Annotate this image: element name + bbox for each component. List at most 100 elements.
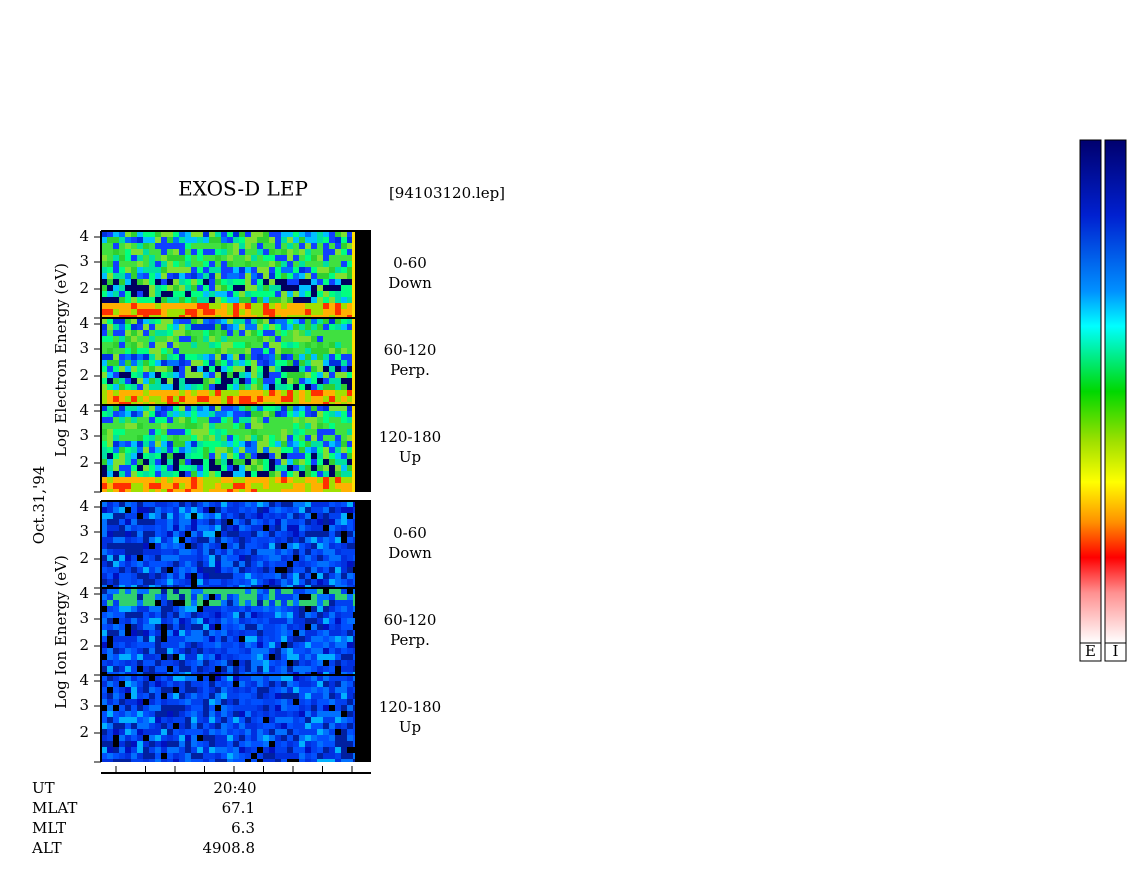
spectrogram-cell — [341, 717, 347, 723]
spectrogram-cell — [101, 453, 107, 459]
spectrogram-cell — [215, 237, 221, 243]
spectrogram-cell — [209, 501, 215, 507]
spectrogram-cell — [191, 342, 197, 348]
pitch-range: 0-60 — [393, 524, 427, 542]
spectrogram-cell — [161, 285, 167, 291]
spectrogram-cell — [269, 717, 275, 723]
spectrogram-cell — [149, 531, 155, 537]
spectrogram-cell — [251, 525, 257, 531]
spectrogram-cell — [299, 411, 305, 417]
spectrogram-cell — [311, 729, 317, 735]
spectrogram-cell — [251, 612, 257, 618]
spectrogram-cell — [317, 285, 323, 291]
spectrogram-cell — [275, 753, 281, 759]
spectrogram-cell — [185, 378, 191, 384]
spectrogram-cell — [293, 507, 299, 513]
spectrogram-cell — [311, 390, 317, 396]
spectrogram-cell — [209, 483, 215, 489]
spectrogram-cell — [179, 681, 185, 687]
spectrogram-cell — [257, 390, 263, 396]
spectrogram-cell — [173, 672, 179, 675]
spectrogram-cell — [173, 717, 179, 723]
spectrogram-cell — [179, 537, 185, 543]
spectrogram-cell — [125, 507, 131, 513]
spectrogram-cell — [305, 699, 311, 705]
spectrogram-cell — [143, 588, 149, 594]
spectrogram-cell — [281, 402, 287, 405]
spectrogram-cell — [287, 537, 293, 543]
spectrogram-cell — [173, 237, 179, 243]
spectrogram-cell — [233, 411, 239, 417]
spectrogram-cell — [191, 747, 197, 753]
spectrogram-cell — [341, 477, 347, 483]
spectrogram-cell — [113, 405, 119, 411]
spectrogram-cell — [281, 681, 287, 687]
spectrogram-cell — [305, 267, 311, 273]
spectrogram-cell — [347, 642, 353, 648]
spectrogram-cell — [131, 519, 137, 525]
spectrogram-cell — [149, 441, 155, 447]
spectrogram-cell — [179, 648, 185, 654]
spectrogram-cell — [107, 336, 113, 342]
spectrogram-cell — [143, 630, 149, 636]
spectrogram-cell — [305, 735, 311, 741]
spectrogram-cell — [101, 267, 107, 273]
spectrogram-cell — [209, 471, 215, 477]
spectrogram-cell — [221, 675, 227, 681]
spectrogram-cell — [215, 741, 221, 747]
edge-stripe — [352, 231, 355, 318]
spectrogram-cell — [257, 612, 263, 618]
spectrogram-cell — [155, 465, 161, 471]
spectrogram-cell — [239, 543, 245, 549]
spectrogram-cell — [101, 531, 107, 537]
spectrogram-cell — [245, 723, 251, 729]
spectrogram-cell — [347, 537, 353, 543]
spectrogram-cell — [329, 519, 335, 525]
spectrogram-cell — [197, 600, 203, 606]
spectrogram-cell — [347, 660, 353, 666]
spectrogram-cell — [221, 741, 227, 747]
spectrogram-cell — [161, 747, 167, 753]
spectrogram-cell — [299, 636, 305, 642]
spectrogram-cell — [347, 453, 353, 459]
spectrogram-cell — [335, 249, 341, 255]
spectrogram-cell — [287, 579, 293, 585]
spectrogram-cell — [137, 309, 143, 315]
spectrogram-cell — [101, 237, 107, 243]
spectrogram-cell — [239, 489, 245, 492]
spectrogram-cell — [161, 318, 167, 324]
spectrogram-cell — [155, 711, 161, 717]
spectrogram-cell — [101, 648, 107, 654]
spectrogram-cell — [191, 717, 197, 723]
y-tick-label: 2 — [79, 549, 89, 567]
spectrogram-cell — [281, 237, 287, 243]
spectrogram-cell — [239, 555, 245, 561]
spectrogram-cell — [131, 453, 137, 459]
spectrogram-cell — [149, 285, 155, 291]
spectrogram-cell — [311, 435, 317, 441]
spectrogram-cell — [131, 423, 137, 429]
spectrogram-cell — [155, 354, 161, 360]
spectrogram-cell — [341, 675, 347, 681]
spectrogram-cell — [173, 525, 179, 531]
y-tick-label: 3 — [79, 339, 89, 357]
spectrogram-cell — [317, 717, 323, 723]
spectrogram-cell — [167, 501, 173, 507]
spectrogram-cell — [209, 675, 215, 681]
spectrogram-cell — [203, 309, 209, 315]
spectrogram-cell — [341, 489, 347, 492]
spectrogram-cell — [155, 594, 161, 600]
spectrogram-cell — [269, 417, 275, 423]
spectrogram-cell — [209, 729, 215, 735]
spectrogram-cell — [239, 354, 245, 360]
spectrogram-cell — [275, 579, 281, 585]
spectrogram-cell — [329, 660, 335, 666]
spectrogram-cell — [323, 681, 329, 687]
spectrogram-cell — [215, 735, 221, 741]
spectrogram-cell — [209, 687, 215, 693]
spectrogram-cell — [179, 507, 185, 513]
spectrogram-cell — [125, 255, 131, 261]
spectrogram-cell — [119, 555, 125, 561]
spectrogram-cell — [287, 471, 293, 477]
spectrogram-cell — [233, 693, 239, 699]
